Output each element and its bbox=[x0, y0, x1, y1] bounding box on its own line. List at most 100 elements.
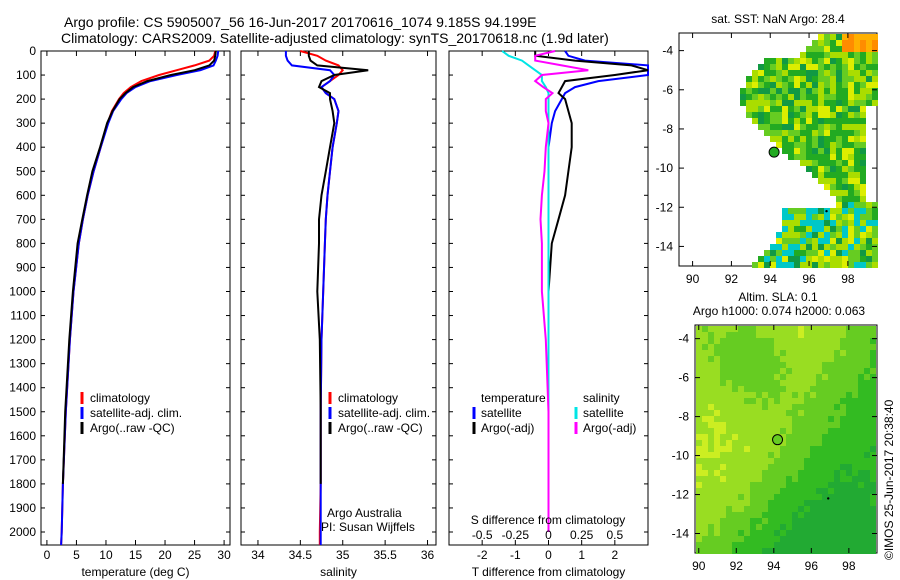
map-cell bbox=[836, 100, 842, 106]
map-cell bbox=[768, 548, 774, 554]
map-cell bbox=[798, 494, 804, 500]
map-cell bbox=[696, 374, 702, 380]
map-cell bbox=[830, 58, 836, 64]
map-cell bbox=[848, 172, 854, 178]
map-cell bbox=[762, 356, 768, 362]
map-cell bbox=[872, 76, 878, 82]
map-cell bbox=[836, 226, 842, 232]
map-cell bbox=[744, 470, 750, 476]
map-cell bbox=[696, 344, 702, 350]
x2-axis-label: S difference from climatology bbox=[471, 513, 626, 527]
x-tick-label: 98 bbox=[841, 272, 855, 286]
map-cell bbox=[834, 458, 840, 464]
map-cell bbox=[786, 482, 792, 488]
map-cell bbox=[744, 530, 750, 536]
map-cell bbox=[864, 440, 870, 446]
map-cell bbox=[720, 482, 726, 488]
map-cell bbox=[854, 46, 860, 52]
map-cell bbox=[864, 326, 870, 332]
map-cell bbox=[744, 404, 750, 410]
map-cell bbox=[744, 482, 750, 488]
map-cell bbox=[864, 512, 870, 518]
map-cell bbox=[846, 446, 852, 452]
map-cell bbox=[812, 118, 818, 124]
map-cell bbox=[726, 416, 732, 422]
map-cell bbox=[768, 422, 774, 428]
map-cell bbox=[708, 512, 714, 518]
map-cell bbox=[788, 130, 794, 136]
map-cell bbox=[744, 506, 750, 512]
map-cell bbox=[846, 410, 852, 416]
map-cell bbox=[800, 220, 806, 226]
map-cell bbox=[714, 422, 720, 428]
map-cell bbox=[774, 410, 780, 416]
map-cell bbox=[806, 220, 812, 226]
map-cell bbox=[818, 118, 824, 124]
map-cell bbox=[746, 112, 752, 118]
map-cell bbox=[870, 506, 876, 512]
map-cell bbox=[852, 386, 858, 392]
map-cell bbox=[726, 344, 732, 350]
map-cell bbox=[792, 500, 798, 506]
x-tick-label: 92 bbox=[725, 272, 739, 286]
map-cell bbox=[720, 422, 726, 428]
map-cell bbox=[768, 398, 774, 404]
map-cell bbox=[818, 208, 824, 214]
map-cell bbox=[810, 332, 816, 338]
map-cell bbox=[794, 58, 800, 64]
map-cell bbox=[870, 326, 876, 332]
map-cell bbox=[824, 112, 830, 118]
map-cell bbox=[744, 434, 750, 440]
map-cell bbox=[804, 410, 810, 416]
map-cell bbox=[858, 386, 864, 392]
legend-label: climatology bbox=[338, 391, 398, 405]
map-cell bbox=[858, 530, 864, 536]
map-cell bbox=[824, 250, 830, 256]
x-axis-label: T difference from climatology bbox=[472, 565, 626, 579]
map-cell bbox=[816, 548, 822, 554]
map-cell bbox=[806, 46, 812, 52]
map-cell bbox=[786, 410, 792, 416]
map-cell bbox=[800, 214, 806, 220]
map-cell bbox=[792, 362, 798, 368]
map-cell bbox=[804, 416, 810, 422]
map-cell bbox=[774, 536, 780, 542]
map-cell bbox=[848, 130, 854, 136]
map-cell bbox=[738, 512, 744, 518]
map-cell bbox=[782, 208, 788, 214]
map-cell bbox=[732, 500, 738, 506]
map-cell bbox=[732, 338, 738, 344]
map-cell bbox=[822, 368, 828, 374]
map-cell bbox=[762, 524, 768, 530]
x-tick-label: 0 bbox=[44, 548, 51, 562]
map-cell bbox=[756, 350, 762, 356]
map-cell bbox=[840, 542, 846, 548]
map-cell bbox=[860, 214, 866, 220]
map-cell bbox=[798, 440, 804, 446]
map-cell bbox=[818, 160, 824, 166]
map-cell bbox=[762, 350, 768, 356]
map-cell bbox=[714, 398, 720, 404]
map-cell bbox=[794, 64, 800, 70]
map-cell bbox=[828, 416, 834, 422]
map-cell bbox=[812, 70, 818, 76]
map-cell bbox=[720, 404, 726, 410]
map-cell bbox=[864, 332, 870, 338]
map-cell bbox=[854, 232, 860, 238]
map-cell bbox=[830, 46, 836, 52]
map-cell bbox=[818, 52, 824, 58]
map-cell bbox=[834, 398, 840, 404]
y-tick-label: 1000 bbox=[9, 285, 36, 299]
map-cell bbox=[860, 34, 866, 40]
map-cell bbox=[792, 536, 798, 542]
map-cell bbox=[816, 410, 822, 416]
map-cell bbox=[848, 238, 854, 244]
x-tick-label: 0 bbox=[545, 548, 552, 562]
map-cell bbox=[806, 160, 812, 166]
map-cell bbox=[798, 458, 804, 464]
map-cell bbox=[726, 374, 732, 380]
map-cell bbox=[774, 344, 780, 350]
x2-tick-label: -0.5 bbox=[472, 528, 493, 542]
map-cell bbox=[776, 76, 782, 82]
map-cell bbox=[860, 178, 866, 184]
